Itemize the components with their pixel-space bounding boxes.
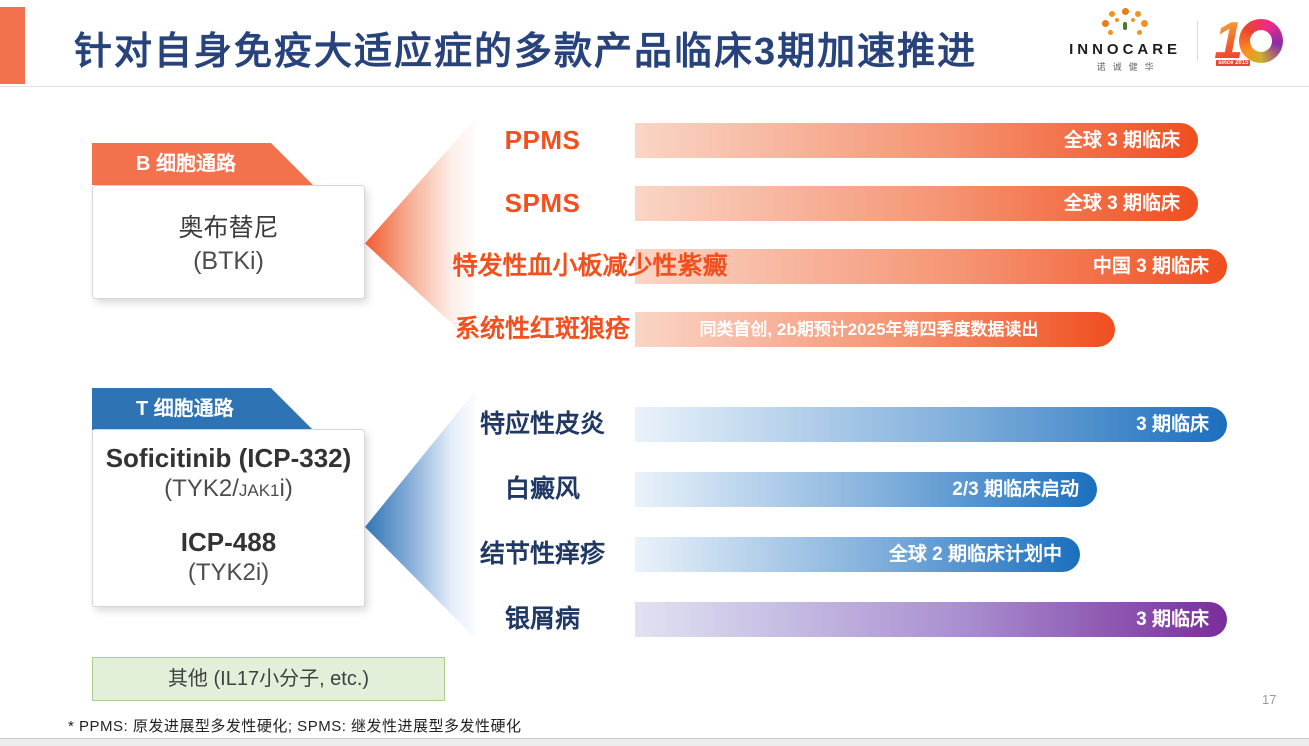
anniversary-since-label: since 2015 [1216, 59, 1251, 66]
b-pathway-drug-box: 奥布替尼 (BTKi) [92, 185, 365, 299]
footnote: * PPMS: 原发进展型多发性硬化; SPMS: 继发性进展型多发性硬化 [68, 718, 522, 735]
indication-label-psoriasis: 银屑病 [504, 605, 580, 633]
t-pathway-drug-box: Soficitinib (ICP-332) (TYK2/JAK1i) ICP-4… [92, 429, 365, 607]
innocare-logo: INNOCARE 诺诚健华 [1069, 8, 1181, 73]
page-number: 17 [1262, 692, 1277, 707]
anniversary-digit-1: 1 [1214, 11, 1243, 70]
anniversary-10-logo: 1 since 2015 [1214, 10, 1283, 72]
t-pathway-banner: T 细胞通路 [92, 388, 313, 430]
drug-detail-btki: (BTKi) [193, 247, 264, 275]
logo-divider [1197, 20, 1199, 61]
drug-name-orelabrutinib: 奥布替尼 [178, 214, 279, 242]
status-bar-spms: 全球 3 期临床 [635, 186, 1198, 221]
other-programs-box: 其他 (IL17小分子, etc.) [92, 657, 445, 701]
indication-label-itp: 特发性血小板减少性紫癜 [452, 252, 728, 280]
status-bar-vitiligo: 2/3 期临床启动 [635, 472, 1097, 507]
indication-label-ppms: PPMS [504, 125, 581, 155]
logo-area: INNOCARE 诺诚健华 1 since 2015 [1069, 8, 1283, 73]
status-bar-prurigo-nodularis: 全球 2 期临床计划中 [635, 537, 1080, 572]
indication-label-vitiligo: 白癜风 [504, 475, 580, 503]
brand-name: INNOCARE [1069, 41, 1182, 58]
innocare-flower-icon [1102, 8, 1149, 38]
brand-name-cn: 诺诚健华 [1096, 62, 1161, 72]
indication-label-spms: SPMS [504, 188, 581, 218]
status-bar-psoriasis: 3 期临床 [635, 602, 1227, 637]
status-bar-ppms: 全球 3 期临床 [635, 123, 1198, 158]
header-divider [0, 86, 1309, 87]
indication-label-sle: 系统性红斑狼疮 [454, 315, 630, 343]
drug-detail-tyk2-jak1i: (TYK2/JAK1i) [164, 475, 293, 502]
indication-label-atopic-dermatitis: 特应性皮炎 [479, 410, 605, 438]
status-bar-sle: 同类首创, 2b期预计2025年第四季度数据读出 [635, 312, 1115, 347]
title-accent-bar [0, 7, 25, 84]
status-bar-atopic-dermatitis: 3 期临床 [635, 407, 1227, 442]
indication-label-prurigo-nodularis: 结节性痒疹 [479, 540, 605, 568]
drug-name-soficitinib: Soficitinib (ICP-332) [105, 443, 352, 473]
drug-detail-tyk2i: (TYK2i) [187, 559, 270, 586]
status-bar-itp: 中国 3 期临床 [635, 249, 1227, 284]
slide-bottom-edge [0, 738, 1309, 746]
drug-name-icp488: ICP-488 [180, 527, 277, 557]
b-pathway-banner: B 细胞通路 [92, 143, 313, 185]
page-title: 针对自身免疫大适应症的多款产品临床3期加速推进 [74, 31, 978, 73]
anniversary-ring-icon [1239, 18, 1283, 63]
